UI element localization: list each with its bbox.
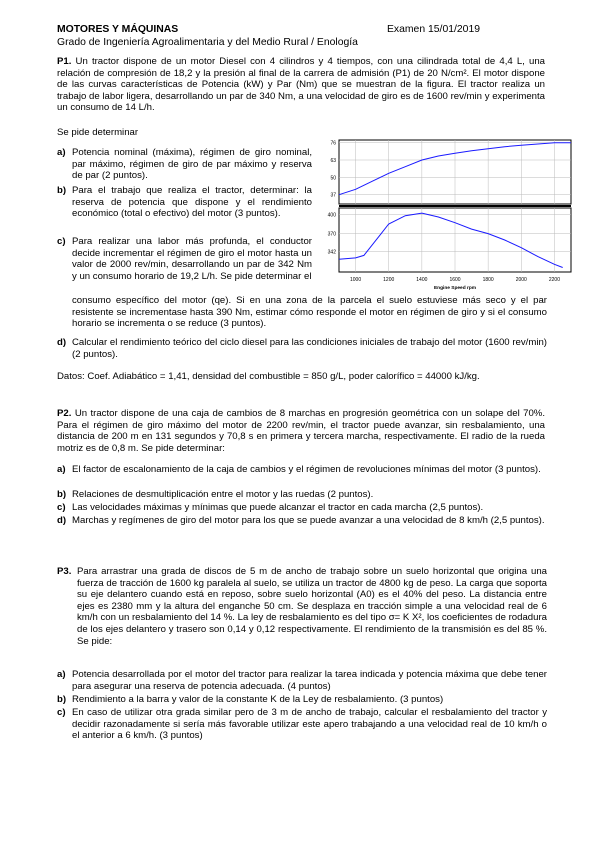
x-tick-label: 1800	[483, 277, 494, 283]
engine-curves-chart: 1000 1200 1400 1600 1800 2000 2200 37 50 63 76 342 3…	[328, 139, 572, 290]
p1-intro-text: Un tractor dispone de un motor Diesel co…	[57, 56, 545, 114]
p2-item-a-text: El factor de escalonamiento de la caja d…	[72, 464, 541, 475]
p1-item-c-cont-text: consumo específico del motor (qe). Si en…	[72, 295, 547, 330]
p1-item-d-text: Calcular el rendimiento teórico del cicl…	[72, 337, 547, 360]
torque-y-tick-label: 342	[328, 250, 337, 256]
p3-intro: Para arrastrar una grada de discos de 5 …	[77, 566, 547, 647]
exam-date: Examen 15/01/2019	[387, 24, 481, 35]
p3-item-c: c) En caso de utilizar otra grada simila…	[57, 707, 547, 742]
p2-item-c-label: c)	[57, 502, 66, 513]
torque-y-tick-label: 400	[328, 212, 337, 218]
p2-item-b-text: Relaciones de desmultiplicación entre el…	[72, 489, 374, 500]
x-tick-label: 2000	[516, 277, 527, 283]
power-y-tick-label: 63	[330, 158, 336, 164]
p3-number: P3.	[57, 566, 72, 577]
p2-item-c-text: Las velocidades máximas y mínimas que pu…	[72, 502, 484, 513]
p3-item-a: a) Potencia desarrollada por el motor de…	[57, 669, 547, 692]
p1-item-c: c) Para realizar una labor más profunda,…	[57, 236, 312, 282]
p3-item-a-text: Potencia desarrollada por el motor del t…	[72, 669, 547, 692]
p1-item-c-label: c)	[57, 236, 66, 247]
x-tick-label: 1000	[350, 277, 361, 283]
p1-item-c-text: Para realizar una labor más profunda, el…	[72, 236, 312, 282]
p2-item-d-text: Marchas y regímenes de giro del motor pa…	[72, 515, 545, 526]
p2-item-d: d) Marchas y regímenes de giro del motor…	[57, 515, 547, 527]
p1-item-a-label: a)	[57, 147, 66, 158]
p2-item-a: a) El factor de escalonamiento de la caj…	[57, 464, 547, 476]
p2-item-b-label: b)	[57, 489, 67, 500]
power-curve	[338, 142, 571, 196]
p1-item-c-cont: consumo específico del motor (qe). Si en…	[72, 295, 547, 330]
p1-number: P1.	[57, 56, 72, 67]
p2-intro-text: Un tractor dispone de una caja de cambio…	[57, 408, 546, 454]
x-tick-label: 1400	[416, 277, 427, 283]
p1-item-a-text: Potencia nominal (máxima), régimen de gi…	[72, 147, 312, 182]
x-tick-label: 2200	[549, 277, 560, 283]
p3-item-b-text: Rendimiento a la barra y valor de la con…	[72, 694, 444, 705]
p1-item-a: a) Potencia nominal (máxima), régimen de…	[57, 147, 312, 182]
p2-number: P2.	[57, 408, 72, 419]
power-y-tick-label: 50	[330, 175, 336, 181]
p2-item-a-label: a)	[57, 464, 66, 475]
p2-intro: P2. Un tractor dispone de una caja de ca…	[57, 408, 545, 454]
p3-item-c-text: En caso de utilizar otra grada similar p…	[72, 707, 547, 742]
p1-item-d: d) Calcular el rendimiento teórico del c…	[57, 337, 547, 360]
p2-item-c: c) Las velocidades máximas y mínimas que…	[57, 502, 547, 514]
p1-se-pide: Se pide determinar	[57, 127, 139, 138]
p1-item-b: b) Para el trabajo que realiza el tracto…	[57, 185, 312, 220]
p1-datos: Datos: Coef. Adiabático = 1,41, densidad…	[57, 371, 480, 382]
degree-subtitle: Grado de Ingeniería Agroalimentaria y de…	[57, 37, 358, 48]
power-y-tick-label: 76	[330, 141, 336, 147]
p2-item-b: b) Relaciones de desmultiplicación entre…	[57, 489, 547, 501]
p3-item-b-label: b)	[57, 694, 67, 705]
p3-item-c-label: c)	[57, 707, 66, 718]
p2-item-d-label: d)	[57, 515, 67, 526]
course-title: MOTORES Y MÁQUINAS	[57, 24, 179, 35]
p1-item-d-label: d)	[57, 337, 67, 348]
x-tick-label: 1600	[449, 277, 460, 283]
p1-item-b-label: b)	[57, 185, 67, 196]
power-y-tick-label: 37	[330, 193, 336, 199]
x-tick-label: 1200	[383, 277, 394, 283]
x-axis-label: Engine Speed rpm	[434, 285, 476, 290]
torque-curve	[338, 212, 563, 268]
p3-item-b: b) Rendimiento a la barra y valor de la …	[57, 694, 547, 706]
p1-intro: P1. Un tractor dispone de un motor Diese…	[57, 56, 545, 114]
p1-item-b-text: Para el trabajo que realiza el tractor, …	[72, 185, 312, 220]
p3-item-a-label: a)	[57, 669, 66, 680]
torque-y-tick-label: 370	[328, 232, 337, 238]
